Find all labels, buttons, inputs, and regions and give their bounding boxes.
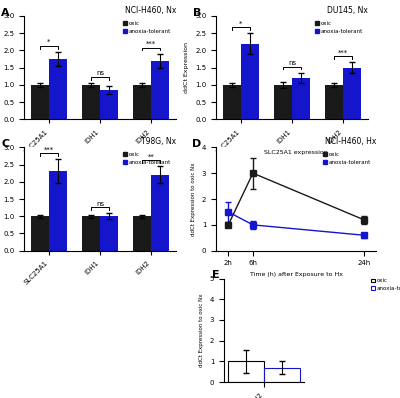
Bar (82, 85, 100, 119)
Text: C: C (1, 139, 9, 149)
Bar (31, 216, 49, 251)
Bar (100, 90, 118, 119)
Y-axis label: ddCt Expression to oxic Nx: ddCt Expression to oxic Nx (191, 162, 196, 236)
Text: ns: ns (96, 201, 104, 207)
Text: SLC25A1 expression: SLC25A1 expression (264, 150, 328, 155)
Text: A: A (1, 8, 10, 18)
Legend: oxic, anoxia-tolerant: oxic, anoxia-tolerant (368, 276, 400, 293)
Bar (274, 85, 292, 119)
Bar (133, 216, 151, 251)
Text: DU145, Nx: DU145, Nx (327, 6, 368, 15)
Bar (223, 85, 241, 119)
Bar (325, 85, 343, 119)
Text: **: ** (148, 153, 154, 159)
Text: NCI-H460, Hx: NCI-H460, Hx (325, 137, 376, 146)
Text: E: E (212, 270, 220, 280)
Bar (151, 61, 169, 119)
Text: *: * (47, 39, 50, 45)
Bar (241, 43, 259, 119)
Bar (133, 85, 151, 119)
Text: B: B (193, 8, 202, 18)
Text: T98G, Nx: T98G, Nx (141, 137, 176, 146)
Bar (151, 175, 169, 251)
Legend: oxic, anoxia-tolerant: oxic, anoxia-tolerant (312, 19, 365, 36)
Bar (31, 85, 49, 119)
Y-axis label: ddCt Expression to oxic Nx: ddCt Expression to oxic Nx (199, 294, 204, 367)
Text: ns: ns (96, 70, 104, 76)
Bar (100, 216, 118, 251)
Legend: oxic, anoxia-tolerant: oxic, anoxia-tolerant (320, 150, 373, 167)
Bar (49, 172, 67, 251)
Text: ***: *** (44, 146, 54, 152)
Bar (228, 361, 264, 382)
Bar (264, 368, 300, 382)
X-axis label: Time (h) after Exposure to Hx: Time (h) after Exposure to Hx (250, 272, 342, 277)
Bar (343, 68, 361, 119)
Text: *: * (239, 20, 242, 26)
Text: ***: *** (146, 41, 156, 47)
Text: ***: *** (338, 50, 348, 56)
Bar (49, 59, 67, 119)
Text: NCI-H460, Nx: NCI-H460, Nx (125, 6, 176, 15)
Text: ns: ns (288, 60, 296, 66)
Legend: oxic, anoxia-tolerant: oxic, anoxia-tolerant (120, 150, 173, 167)
Y-axis label: ddCt Expression: ddCt Expression (184, 42, 190, 93)
Bar (82, 216, 100, 251)
Legend: oxic, anoxia-tolerant: oxic, anoxia-tolerant (120, 19, 173, 36)
Bar (292, 78, 310, 119)
Text: D: D (192, 139, 201, 149)
